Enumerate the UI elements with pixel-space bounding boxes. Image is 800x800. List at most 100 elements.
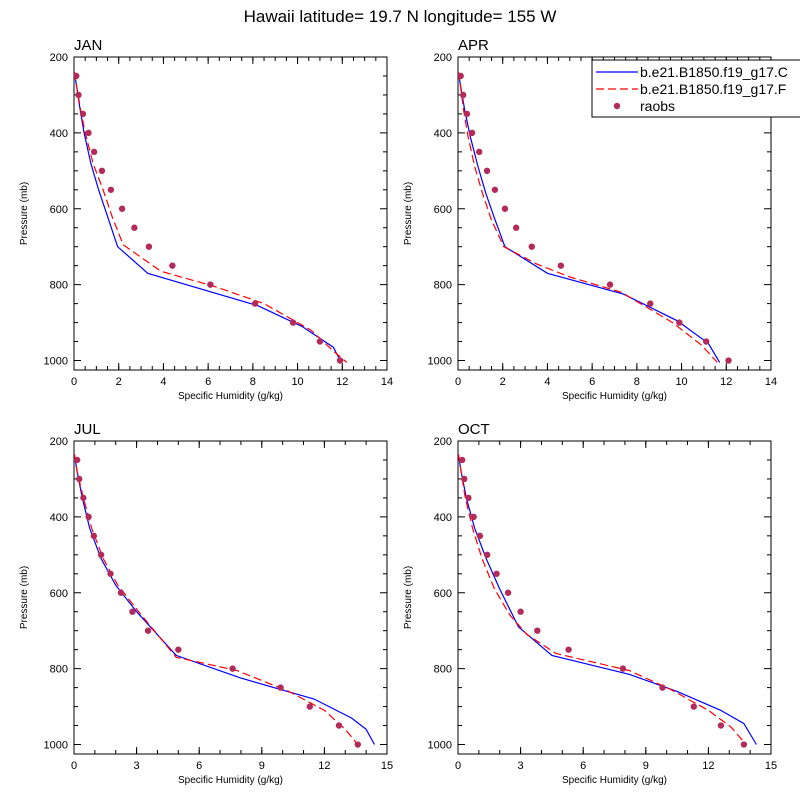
x-tick-label: 0 (455, 376, 461, 388)
raobs-point (145, 243, 153, 250)
x-tick-label: 0 (71, 376, 77, 388)
raobs-point (118, 205, 126, 212)
raobs-point (175, 646, 182, 653)
y-tick-label: 600 (434, 204, 452, 216)
raobs-point (702, 338, 710, 345)
raobs-point (493, 570, 500, 577)
x-axis-label: Specific Humidity (g/kg) (562, 775, 667, 786)
y-axis-label: Pressure (mb) (403, 566, 414, 629)
x-tick-label: 4 (160, 376, 166, 388)
raobs-point (725, 357, 732, 364)
raobs-point (85, 129, 92, 137)
y-tick-label: 1000 (44, 356, 68, 368)
raobs-point (512, 224, 520, 231)
raobs-point (97, 551, 105, 559)
legend-marker-raobs (613, 102, 621, 110)
raobs-point (98, 167, 106, 175)
y-axis-label: Pressure (mb) (19, 182, 30, 245)
y-tick-label: 800 (434, 664, 452, 676)
x-tick-label: 9 (643, 760, 649, 772)
x-tick-label: 0 (455, 760, 461, 772)
x-axis-label: Specific Humidity (g/kg) (562, 391, 667, 402)
raobs-point (354, 741, 361, 748)
raobs-point (107, 570, 114, 577)
y-tick-label: 400 (434, 128, 452, 140)
legend-label: raobs (640, 98, 675, 114)
raobs-point (289, 319, 297, 326)
y-tick-label: 600 (50, 204, 68, 216)
x-tick-label: 6 (205, 376, 211, 388)
series-group (458, 454, 757, 748)
raobs-point (465, 494, 472, 502)
raobs-point (80, 494, 87, 502)
x-tick-label: 3 (518, 760, 524, 772)
raobs-point (458, 456, 466, 464)
raobs-point (676, 319, 683, 326)
raobs-point (690, 703, 697, 710)
y-tick-label: 200 (50, 436, 68, 448)
x-tick-label: 12 (702, 760, 714, 772)
raobs-point (74, 456, 81, 464)
x-tick-label: 9 (259, 760, 265, 772)
plot-frame (457, 440, 772, 755)
y-axis-label: Pressure (mb) (403, 182, 414, 245)
legend-label: b.e21.B1850.f19_g17.F (640, 81, 786, 97)
raobs-point (131, 224, 138, 231)
raobs-point (74, 72, 80, 80)
x-tick-label: 15 (765, 760, 777, 772)
y-tick-label: 600 (434, 588, 452, 600)
y-tick-label: 200 (50, 52, 68, 64)
series-line-solid (74, 454, 376, 745)
series-line-solid (458, 454, 757, 745)
series-line-dashed (74, 72, 348, 363)
legend-label: b.e21.B1850.f19_g17.C (640, 64, 788, 80)
series-group (74, 72, 348, 364)
raobs-point (740, 741, 748, 748)
raobs-point (117, 589, 125, 596)
raobs-point (483, 167, 491, 175)
y-tick-label: 800 (50, 664, 68, 676)
raobs-point (717, 722, 725, 729)
raobs-point (458, 72, 464, 80)
raobs-point (169, 262, 176, 269)
x-tick-label: 14 (765, 376, 777, 388)
raobs-point (75, 91, 82, 99)
raobs-point (517, 608, 524, 615)
y-tick-label: 1000 (428, 740, 452, 752)
raobs-point (90, 148, 98, 156)
x-tick-label: 6 (580, 760, 586, 772)
raobs-point (335, 722, 343, 729)
panel-oct: OCT 0 3 6 9 12 15 200 400 600 800 1000 Specific Humi… (403, 421, 777, 786)
x-axis-label: Specific Humidity (g/kg) (178, 391, 283, 402)
y-tick-label: 400 (434, 512, 452, 524)
panel-title: JAN (74, 37, 102, 54)
y-tick-label: 400 (50, 128, 68, 140)
plot-frame (73, 56, 388, 371)
raobs-point (484, 551, 491, 559)
raobs-point (565, 646, 572, 653)
x-axis-label: Specific Humidity (g/kg) (178, 775, 283, 786)
series-group (458, 72, 732, 364)
raobs-point (336, 357, 344, 364)
x-tick-label: 12 (720, 376, 732, 388)
x-tick-label: 14 (381, 376, 393, 388)
legend: b.e21.B1850.f19_g17.Cb.e21.B1850.f19_g17… (591, 59, 800, 118)
raobs-point (476, 148, 483, 156)
series-line-dashed (458, 454, 747, 745)
raobs-point (107, 186, 115, 193)
x-tick-label: 6 (589, 376, 595, 388)
figure-title: Hawaii latitude= 19.7 N longitude= 155 W (244, 7, 557, 26)
x-tick-label: 8 (634, 376, 640, 388)
raobs-point (316, 338, 324, 345)
x-tick-label: 2 (116, 376, 122, 388)
x-tick-label: 15 (381, 760, 393, 772)
y-tick-label: 200 (434, 52, 452, 64)
x-tick-label: 12 (318, 760, 330, 772)
panel-title: JUL (74, 421, 101, 438)
series-line-solid (74, 72, 342, 363)
y-tick-label: 600 (50, 588, 68, 600)
raobs-point (459, 91, 467, 99)
raobs-point (277, 684, 284, 691)
y-tick-label: 1000 (428, 356, 452, 368)
panel-jan: JAN 0 2 4 6 8 10 12 14 200 400 600 800 1000 Specific H… (19, 37, 393, 402)
